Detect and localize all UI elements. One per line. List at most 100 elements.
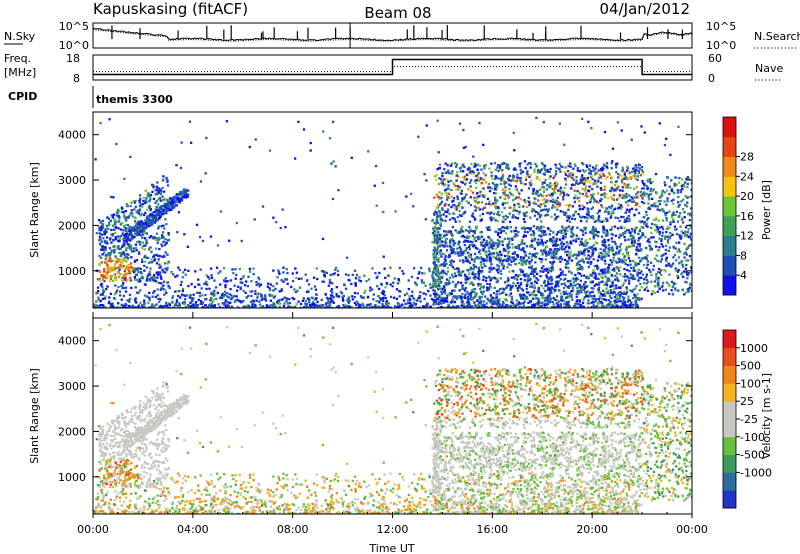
power-cell	[245, 306, 248, 308]
power-cell	[126, 272, 129, 275]
power-cell	[457, 281, 460, 284]
power-cell	[347, 296, 351, 299]
power-cell	[161, 211, 164, 214]
power-cell	[599, 257, 602, 260]
power-cell	[295, 276, 298, 280]
power-cell	[508, 240, 511, 243]
power-cell	[460, 299, 463, 302]
power-cell	[588, 302, 591, 305]
power-cell	[107, 217, 111, 220]
power-cell	[611, 281, 614, 284]
power-cell	[571, 289, 574, 292]
power-cell	[226, 280, 229, 283]
power-cell	[621, 292, 624, 295]
power-cell	[134, 247, 137, 250]
power-cell	[455, 283, 458, 286]
power-cell	[537, 212, 540, 216]
power-cell	[525, 306, 528, 308]
power-cell	[487, 182, 490, 186]
power-cell	[98, 231, 101, 234]
power-cell	[468, 255, 471, 258]
power-cell	[168, 286, 171, 290]
power-cell	[607, 254, 610, 257]
power-cell	[439, 214, 442, 217]
power-cell	[567, 215, 570, 218]
power-cell	[553, 213, 557, 216]
power-cell	[298, 286, 302, 289]
power-cell	[464, 259, 467, 262]
power-cell	[252, 301, 256, 304]
power-cell	[474, 239, 478, 243]
power-cell	[274, 287, 277, 291]
power-cell	[288, 301, 291, 305]
power-cell	[496, 243, 499, 246]
power-cell	[608, 205, 611, 209]
power-cell	[125, 306, 128, 308]
power-cell	[103, 230, 106, 234]
power-cell	[150, 261, 154, 264]
power-cell	[251, 303, 254, 306]
power-cell	[480, 303, 483, 306]
power-cell	[424, 293, 428, 296]
power-cell	[144, 189, 147, 192]
power-cell	[616, 276, 619, 279]
power-cell	[162, 280, 166, 283]
power-cell	[173, 205, 176, 208]
power-cell	[288, 297, 291, 301]
power-cell	[369, 286, 372, 289]
power-cell	[327, 284, 330, 287]
power-cell	[213, 294, 216, 297]
power-cell	[622, 299, 625, 302]
power-cell	[609, 300, 612, 303]
power-cell	[638, 272, 642, 275]
power-cell	[412, 297, 415, 300]
power-cell	[448, 212, 451, 215]
power-cell	[156, 271, 159, 274]
power-cell	[504, 189, 507, 192]
power-cell	[554, 163, 557, 166]
power-cell	[577, 237, 580, 240]
power-cell	[620, 225, 623, 228]
power-cell	[563, 282, 566, 285]
power-cell	[590, 286, 593, 290]
power-cell	[612, 193, 616, 197]
power-cell	[347, 305, 350, 308]
power-cell	[176, 194, 180, 198]
power-cell	[140, 220, 143, 223]
power-cell	[308, 301, 311, 304]
power-cell	[488, 202, 491, 205]
power-cell	[157, 187, 160, 190]
power-cell	[163, 212, 166, 215]
power-cell	[641, 192, 645, 196]
power-cell	[629, 276, 632, 279]
power-cell	[231, 268, 234, 271]
power-cell	[597, 169, 600, 172]
power-cell	[163, 262, 167, 265]
power-cell	[547, 306, 550, 308]
power-cell	[339, 290, 342, 294]
power-cell	[588, 185, 591, 188]
power-cell	[153, 258, 157, 261]
power-cell	[455, 205, 458, 208]
power-cell	[122, 251, 125, 254]
power-cell	[446, 306, 449, 308]
power-cell	[616, 172, 620, 176]
power-cell	[593, 229, 596, 232]
power-cell	[427, 289, 430, 293]
power-cell	[148, 298, 151, 301]
power-cell	[508, 174, 511, 178]
power-cell	[155, 253, 158, 257]
power-cell	[566, 260, 569, 263]
power-cell	[547, 287, 551, 290]
power-cell	[108, 254, 111, 257]
power-cell	[574, 240, 578, 243]
power-cell	[601, 272, 604, 275]
power-cell	[541, 296, 544, 300]
power-cell	[138, 233, 141, 236]
power-cell	[488, 270, 491, 273]
power-cell	[111, 250, 115, 253]
station-title: Kapuskasing (fitACF)	[93, 0, 248, 18]
power-cell	[509, 288, 512, 291]
power-cell	[626, 245, 629, 248]
power-cell	[514, 305, 517, 308]
